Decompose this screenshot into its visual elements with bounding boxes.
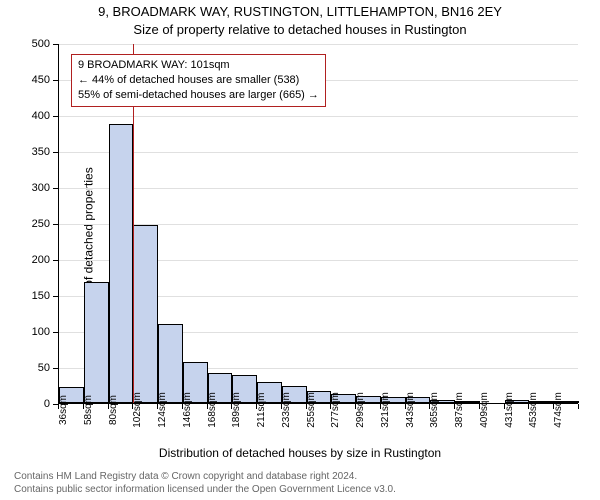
ytick-label: 250 xyxy=(32,218,50,230)
ytick-label: 0 xyxy=(44,398,50,410)
xtick-label: 453sqm xyxy=(528,392,539,428)
ytick-mark xyxy=(53,44,58,45)
xtick-label: 387sqm xyxy=(454,392,465,428)
annotation-line1: 9 BROADMARK WAY: 101sqm xyxy=(78,58,319,73)
ytick-mark xyxy=(53,260,58,261)
ytick-mark xyxy=(53,368,58,369)
xtick-label: 211sqm xyxy=(256,393,267,428)
ytick-mark xyxy=(53,224,58,225)
ytick-label: 300 xyxy=(32,182,50,194)
bar xyxy=(133,225,158,403)
xtick-label: 365sqm xyxy=(429,392,440,428)
ytick-label: 500 xyxy=(32,38,50,50)
ytick-label: 450 xyxy=(32,74,50,86)
xtick-label: 299sqm xyxy=(355,392,366,428)
ytick-mark xyxy=(53,332,58,333)
annotation-line3: 55% of semi-detached houses are larger (… xyxy=(78,88,319,103)
xtick-label: 474sqm xyxy=(553,392,564,428)
ytick-mark xyxy=(53,188,58,189)
xtick-label: 321sqm xyxy=(380,392,391,428)
ytick-label: 350 xyxy=(32,146,50,158)
xtick-label: 146sqm xyxy=(182,392,193,428)
ytick-label: 100 xyxy=(32,326,50,338)
footnote-line2: Contains public sector information licen… xyxy=(14,483,396,496)
xtick-label: 102sqm xyxy=(132,392,143,428)
chart-title: 9, BROADMARK WAY, RUSTINGTON, LITTLEHAMP… xyxy=(0,4,600,19)
annotation-box: 9 BROADMARK WAY: 101sqm ← 44% of detache… xyxy=(71,54,326,107)
chart-container: 9, BROADMARK WAY, RUSTINGTON, LITTLEHAMP… xyxy=(0,0,600,500)
bar xyxy=(158,324,183,403)
ytick-mark xyxy=(53,152,58,153)
xtick-label: 233sqm xyxy=(281,392,292,428)
ytick-label: 150 xyxy=(32,290,50,302)
footnote: Contains HM Land Registry data © Crown c… xyxy=(14,470,396,496)
ytick-label: 50 xyxy=(38,362,50,374)
xtick-label: 124sqm xyxy=(157,392,168,428)
xtick-label: 168sqm xyxy=(207,392,218,428)
xtick-mark xyxy=(578,404,579,409)
xtick-label: 409sqm xyxy=(479,392,490,428)
ytick-label: 400 xyxy=(32,110,50,122)
ytick-label: 200 xyxy=(32,254,50,266)
plot-inner: 9 BROADMARK WAY: 101sqm ← 44% of detache… xyxy=(58,44,578,404)
x-axis-label: Distribution of detached houses by size … xyxy=(0,446,600,460)
xtick-label: 36sqm xyxy=(58,395,69,425)
xtick-label: 80sqm xyxy=(108,395,119,425)
xtick-label: 255sqm xyxy=(306,392,317,428)
xtick-label: 58sqm xyxy=(83,395,94,425)
annotation-line2: ← 44% of detached houses are smaller (53… xyxy=(78,73,319,88)
xtick-label: 277sqm xyxy=(330,392,341,428)
ytick-mark xyxy=(53,296,58,297)
xtick-label: 343sqm xyxy=(405,392,416,428)
xtick-label: 431sqm xyxy=(504,392,515,428)
bar xyxy=(109,124,134,403)
footnote-line1: Contains HM Land Registry data © Crown c… xyxy=(14,470,396,483)
chart-subtitle: Size of property relative to detached ho… xyxy=(0,22,600,37)
ytick-mark xyxy=(53,116,58,117)
bar xyxy=(84,282,109,403)
plot-area: 9 BROADMARK WAY: 101sqm ← 44% of detache… xyxy=(58,44,578,404)
xtick-label: 189sqm xyxy=(231,392,242,428)
ytick-mark xyxy=(53,80,58,81)
